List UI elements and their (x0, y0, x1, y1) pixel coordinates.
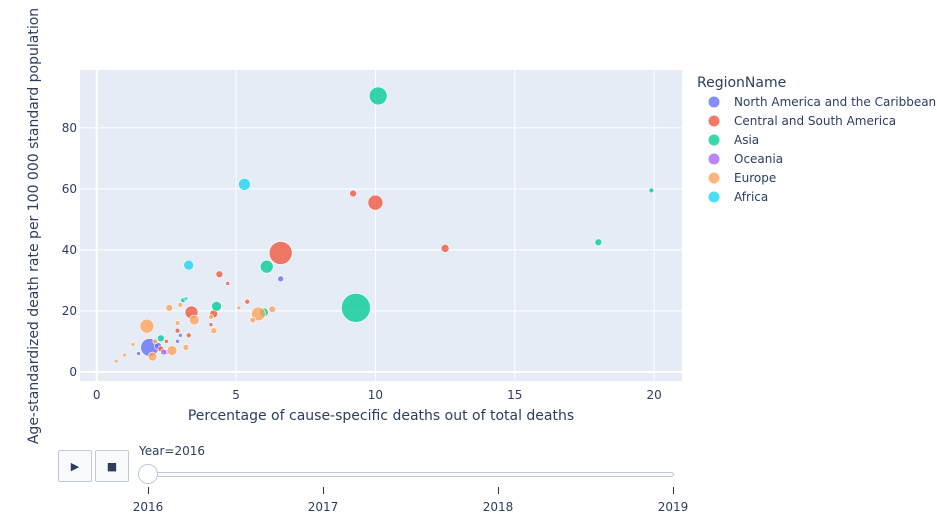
data-point[interactable] (139, 318, 155, 334)
y-tick-label: 80 (62, 121, 77, 135)
slider-tick (498, 487, 499, 494)
x-tick-label: 10 (368, 388, 383, 402)
y-tick-label: 0 (69, 365, 77, 379)
y-tick-labels: 0 20 40 60 80 (62, 121, 77, 379)
slider-tick (673, 487, 674, 494)
x-tick-label: 20 (646, 388, 661, 402)
legend-marker (708, 115, 720, 127)
data-point[interactable] (113, 358, 119, 364)
data-point[interactable] (130, 342, 136, 347)
y-axis-title: Age-standardized death rate per 100 000 … (26, 8, 42, 444)
x-axis-title: Percentage of cause-specific deaths out … (188, 408, 574, 424)
data-point[interactable] (157, 334, 165, 343)
slider-tick (323, 487, 324, 494)
legend-entry[interactable]: Oceania (734, 152, 783, 166)
y-tick-label: 40 (62, 243, 77, 257)
data-point[interactable] (185, 332, 192, 339)
data-point[interactable] (183, 259, 194, 271)
data-point[interactable] (208, 322, 214, 327)
data-point[interactable] (208, 314, 214, 320)
stop-button[interactable]: ■ (95, 450, 129, 482)
data-point[interactable] (164, 339, 169, 344)
play-button[interactable]: ▶ (58, 450, 92, 482)
legend-marker (708, 153, 720, 165)
data-point[interactable] (249, 316, 257, 324)
data-point[interactable] (174, 327, 181, 334)
data-point[interactable] (251, 306, 266, 322)
legend-title: RegionName (697, 75, 786, 91)
x-gridlines (95, 70, 655, 381)
legend-marker (708, 191, 720, 203)
data-point[interactable] (244, 298, 251, 305)
slider-step-label[interactable]: 2019 (657, 500, 689, 514)
data-point[interactable] (165, 304, 173, 312)
year-slider-track[interactable] (140, 472, 674, 477)
data-point[interactable] (122, 352, 127, 358)
slider-step-label[interactable]: 2016 (132, 500, 164, 514)
x-tick-labels: 0 5 10 15 20 (93, 388, 662, 402)
slider-step-label[interactable]: 2018 (482, 500, 514, 514)
legend-entry[interactable]: Central and South America (734, 114, 896, 128)
legend-marker (708, 96, 720, 108)
data-point[interactable] (160, 348, 167, 356)
data-point[interactable] (183, 296, 189, 301)
legend-entry[interactable]: North America and the Caribbean (734, 95, 936, 109)
data-point[interactable] (349, 189, 357, 198)
data-point[interactable] (174, 320, 181, 326)
data-point[interactable] (147, 351, 158, 362)
data-point[interactable] (440, 244, 450, 253)
data-point[interactable] (166, 345, 178, 356)
data-point[interactable] (368, 86, 388, 106)
slider-tick (148, 487, 149, 494)
data-point[interactable] (210, 327, 218, 334)
x-tick-label: 0 (93, 388, 101, 402)
legend-marker (708, 172, 720, 184)
data-point[interactable] (268, 305, 277, 314)
data-point[interactable] (152, 338, 159, 345)
data-point[interactable] (341, 293, 371, 323)
y-gridlines (80, 127, 682, 373)
data-point[interactable] (236, 305, 242, 311)
data-point[interactable] (367, 194, 384, 211)
data-points[interactable] (113, 86, 655, 364)
legend[interactable]: North America and the Caribbean Central a… (708, 95, 937, 204)
x-tick-label: 5 (232, 388, 240, 402)
legend-entry[interactable]: Europe (734, 171, 776, 185)
legend-entry[interactable]: Africa (734, 190, 768, 204)
data-point[interactable] (182, 344, 190, 351)
data-point[interactable] (188, 314, 200, 326)
x-tick-label: 15 (507, 388, 522, 402)
data-point[interactable] (177, 301, 184, 308)
data-point[interactable] (225, 281, 231, 286)
legend-marker (708, 134, 720, 146)
data-point[interactable] (211, 300, 222, 312)
slider-step-label[interactable]: 2017 (307, 500, 339, 514)
data-point[interactable] (268, 241, 293, 265)
data-point[interactable] (175, 339, 180, 344)
data-point[interactable] (136, 351, 141, 356)
y-tick-label: 20 (62, 304, 77, 318)
legend-entry[interactable]: Asia (734, 133, 759, 147)
data-point[interactable] (238, 178, 251, 191)
data-point[interactable] (178, 332, 183, 338)
y-tick-label: 60 (62, 182, 77, 196)
data-point[interactable] (259, 259, 274, 274)
slider-current-value: Year=2016 (139, 444, 205, 458)
data-point[interactable] (277, 275, 284, 283)
year-slider-handle[interactable] (138, 464, 158, 484)
data-point[interactable] (648, 187, 655, 194)
plot-background (80, 70, 682, 381)
data-point[interactable] (594, 238, 603, 247)
data-point[interactable] (215, 270, 224, 279)
